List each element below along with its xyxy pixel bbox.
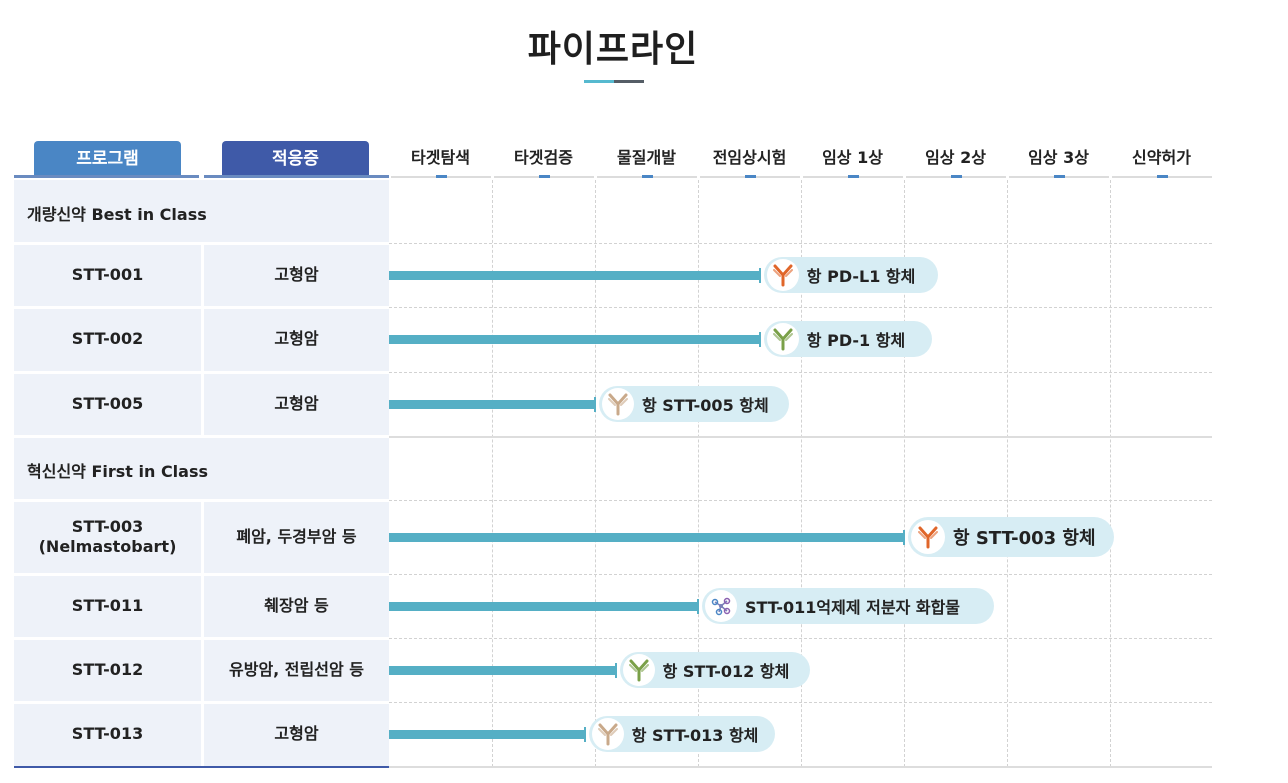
stage-grid-vline	[801, 180, 802, 767]
indication-header-base	[204, 175, 389, 178]
program-cell: STT-002	[71, 329, 144, 348]
candidate-label: STT-011억제제 저분자 화합물	[745, 598, 961, 617]
candidate-pill: STT-011억제제 저분자 화합물	[702, 588, 994, 624]
progress-bar	[389, 399, 595, 409]
program-cell: STT-001	[71, 265, 144, 284]
progress-bar	[389, 270, 760, 280]
program-header-base	[14, 175, 199, 178]
candidate-label: 항 STT-012 항체	[662, 662, 790, 681]
progress-bar	[389, 665, 616, 675]
indication-cell: 고형암	[274, 724, 319, 743]
indication-cell: 유방암, 전립선암 등	[229, 660, 364, 679]
stage-grid-vline	[492, 180, 493, 767]
molecule-icon	[705, 590, 737, 622]
candidate-label: 항 STT-003 항체	[953, 528, 1096, 549]
section-label-first-in-class: 혁신신약 First in Class	[27, 462, 209, 481]
indication-column-header: 적응증	[222, 141, 369, 177]
antibody-beige-icon	[602, 388, 634, 420]
antibody-orange-icon	[911, 520, 945, 554]
stage-header-1: 타겟탐색	[411, 148, 470, 167]
stage-marker	[435, 175, 447, 178]
antibody-green-icon	[766, 323, 799, 355]
stage-grid-vline	[1110, 180, 1111, 767]
indication-cell: 고형암	[274, 265, 319, 284]
progress-bar	[389, 532, 904, 542]
stage-marker	[950, 175, 962, 178]
stage-grid-vline	[904, 180, 905, 767]
progress-bar	[389, 729, 585, 739]
title-underline	[584, 80, 644, 83]
program-cell: STT-003 (Nelmastobart)	[14, 500, 201, 574]
program-cell: STT-013	[71, 724, 144, 743]
stage-grid-vline	[698, 180, 699, 767]
stage-marker	[1053, 175, 1065, 178]
antibody-green-icon	[622, 654, 655, 686]
program-panel-column-separator	[201, 243, 204, 436]
progress-bar	[389, 601, 698, 611]
stage-marker	[744, 175, 756, 178]
stage-marker	[1156, 175, 1168, 178]
indication-cell: 폐암, 두경부암 등	[236, 527, 357, 546]
program-note: (Nelmastobart)	[38, 537, 177, 556]
stage-header-4: 전임상시험	[712, 148, 787, 167]
stage-grid-hline	[389, 372, 1212, 373]
stage-grid-hline	[389, 243, 1212, 244]
candidate-label: 항 STT-013 항체	[631, 726, 759, 745]
stage-marker	[641, 175, 653, 178]
stage-header-7: 임상 3상	[1028, 148, 1089, 167]
antibody-beige-icon	[591, 718, 624, 750]
candidate-label: 항 STT-005 항체	[642, 396, 769, 415]
page-title: 파이프라인	[527, 29, 699, 70]
indication-cell: 고형암	[274, 394, 319, 413]
candidate-pill: 항 STT-012 항체	[619, 652, 810, 688]
stage-marker	[538, 175, 550, 178]
indication-cell: 고형암	[274, 329, 319, 348]
progress-bar-end	[594, 396, 596, 412]
candidate-pill: 항 PD-L1 항체	[763, 257, 938, 293]
candidate-label: 항 PD-L1 항체	[806, 267, 916, 286]
section-label-best-in-class: 개량신약 Best in Class	[27, 205, 207, 224]
stage-header-3: 물질개발	[617, 148, 676, 167]
program-panel-bottom-line	[14, 766, 389, 768]
stage-header-6: 임상 2상	[925, 148, 986, 167]
stage-grid-vline	[1007, 180, 1008, 767]
program-name: STT-003	[71, 517, 144, 536]
stage-grid-hline	[389, 307, 1212, 308]
progress-bar-end	[614, 662, 617, 678]
stage-grid-hline	[389, 702, 1212, 703]
candidate-pill: 항 STT-005 항체	[599, 386, 789, 422]
section-divider	[389, 436, 1212, 438]
candidate-pill: 항 STT-003 항체	[908, 517, 1114, 557]
program-panel-row-separator	[14, 435, 389, 438]
program-column-header: 프로그램	[34, 141, 181, 177]
antibody-orange-icon	[766, 259, 799, 291]
program-panel-column-separator	[201, 500, 204, 766]
stage-grid-vline	[595, 180, 596, 767]
stage-grid-hline	[389, 500, 1212, 501]
stage-header-5: 임상 1상	[822, 148, 883, 167]
program-cell: STT-005	[71, 394, 144, 413]
section-divider	[389, 766, 1212, 768]
progress-bar	[389, 334, 760, 344]
progress-bar-end	[903, 529, 905, 545]
progress-bar-end	[758, 331, 761, 347]
stage-grid-hline	[389, 638, 1212, 639]
program-cell: STT-011	[71, 596, 144, 615]
candidate-pill: 항 PD-1 항체	[763, 321, 932, 357]
indication-cell: 췌장암 등	[264, 596, 329, 615]
candidate-label: 항 PD-1 항체	[806, 331, 906, 350]
progress-bar-end	[583, 726, 586, 742]
stage-grid-hline	[389, 574, 1212, 575]
stage-header-8: 신약허가	[1132, 148, 1191, 167]
progress-bar-end	[697, 598, 699, 614]
stage-header-2: 타겟검증	[514, 148, 573, 167]
stage-marker	[847, 175, 859, 178]
progress-bar-end	[758, 267, 761, 283]
candidate-pill: 항 STT-013 항체	[588, 716, 775, 752]
program-cell: STT-012	[71, 660, 144, 679]
